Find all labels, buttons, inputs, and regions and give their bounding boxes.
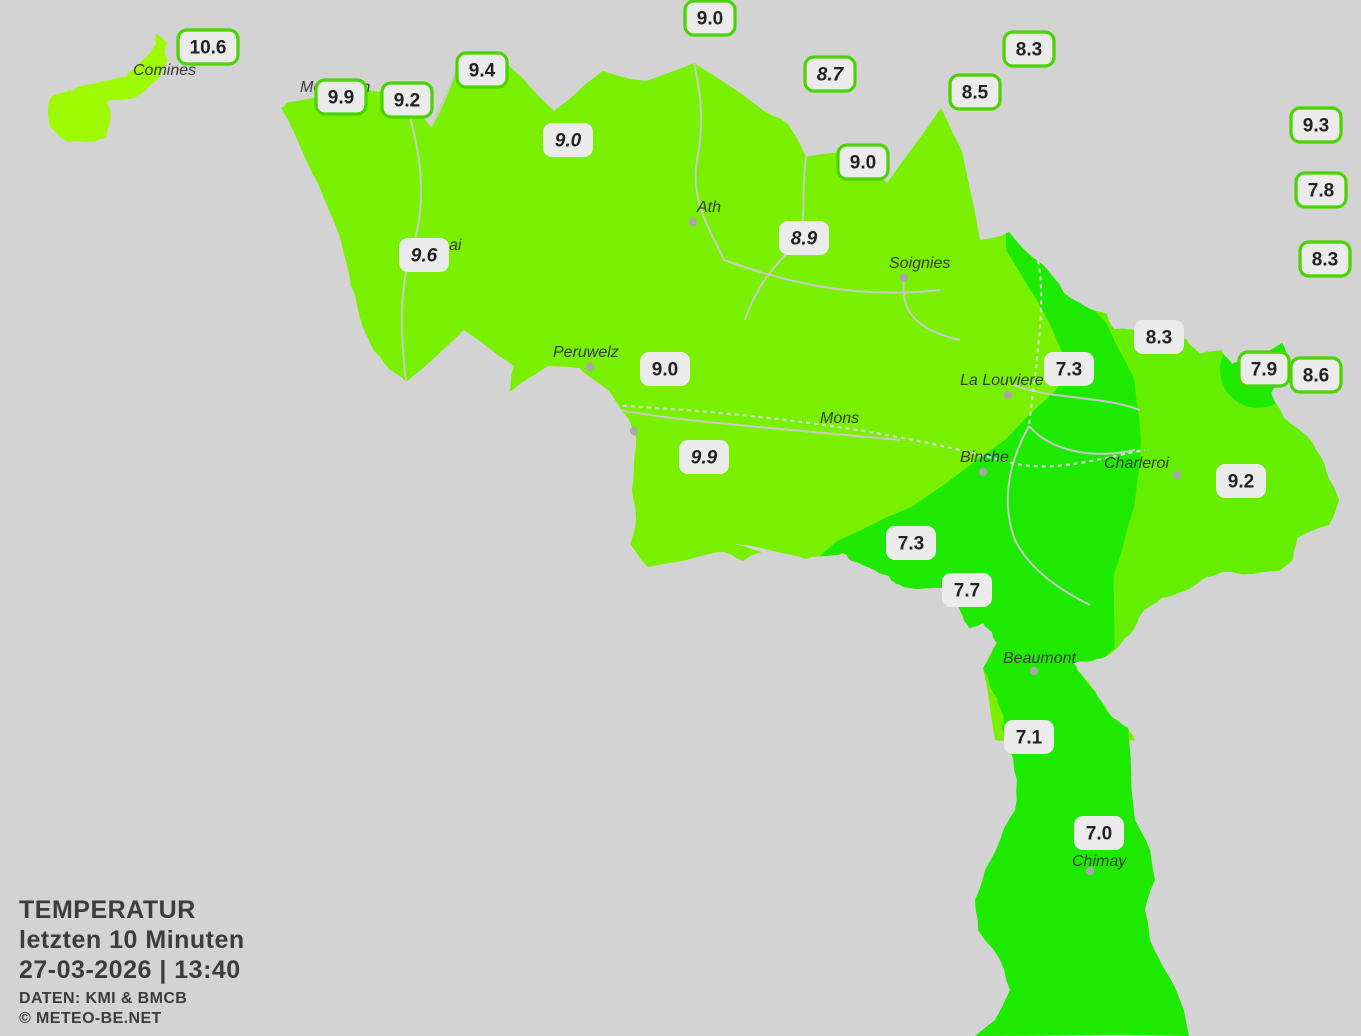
svg-text:8.7: 8.7: [817, 65, 845, 86]
svg-text:8.3: 8.3: [1312, 250, 1338, 271]
svg-text:9.9: 9.9: [328, 88, 354, 109]
svg-text:DATEN: KMI & BMCB: DATEN: KMI & BMCB: [19, 990, 187, 1007]
svg-text:10.6: 10.6: [190, 38, 227, 59]
svg-text:7.8: 7.8: [1308, 181, 1334, 202]
svg-text:8.9: 8.9: [791, 229, 818, 250]
svg-text:7.3: 7.3: [1056, 360, 1082, 381]
svg-text:La Louviere: La Louviere: [960, 372, 1044, 389]
svg-text:7.9: 7.9: [1251, 360, 1277, 381]
svg-text:9.4: 9.4: [469, 61, 496, 82]
svg-text:Soignies: Soignies: [889, 255, 950, 272]
svg-text:8.3: 8.3: [1016, 40, 1042, 61]
svg-text:Ath: Ath: [696, 199, 721, 216]
svg-text:9.3: 9.3: [1303, 116, 1329, 137]
svg-text:9.0: 9.0: [555, 131, 582, 152]
svg-text:9.0: 9.0: [652, 360, 678, 381]
svg-text:ai: ai: [449, 237, 462, 254]
svg-text:8.5: 8.5: [962, 83, 989, 104]
svg-text:27-03-2026 | 13:40: 27-03-2026 | 13:40: [19, 956, 241, 984]
svg-text:© METEO-BE.NET: © METEO-BE.NET: [19, 1010, 162, 1027]
svg-text:8.6: 8.6: [1303, 366, 1329, 387]
svg-text:TEMPERATUR: TEMPERATUR: [19, 896, 196, 924]
svg-text:9.0: 9.0: [850, 153, 876, 174]
svg-text:8.3: 8.3: [1146, 328, 1172, 349]
svg-text:9.9: 9.9: [691, 448, 718, 469]
svg-text:Charleroi: Charleroi: [1104, 455, 1169, 472]
svg-text:Mons: Mons: [820, 410, 859, 427]
svg-text:7.7: 7.7: [954, 581, 980, 602]
svg-text:Chimay: Chimay: [1072, 853, 1127, 870]
svg-text:letzten 10 Minuten: letzten 10 Minuten: [19, 926, 245, 954]
svg-text:7.1: 7.1: [1016, 728, 1043, 749]
svg-text:Peruwelz: Peruwelz: [553, 344, 619, 361]
svg-text:7.3: 7.3: [898, 534, 924, 555]
svg-text:7.0: 7.0: [1086, 824, 1112, 845]
svg-text:Binche: Binche: [960, 449, 1009, 466]
svg-text:Beaumont: Beaumont: [1003, 650, 1076, 667]
svg-text:9.2: 9.2: [394, 91, 420, 112]
svg-text:9.6: 9.6: [411, 246, 438, 267]
svg-text:9.0: 9.0: [697, 9, 723, 30]
svg-text:9.2: 9.2: [1228, 472, 1254, 493]
